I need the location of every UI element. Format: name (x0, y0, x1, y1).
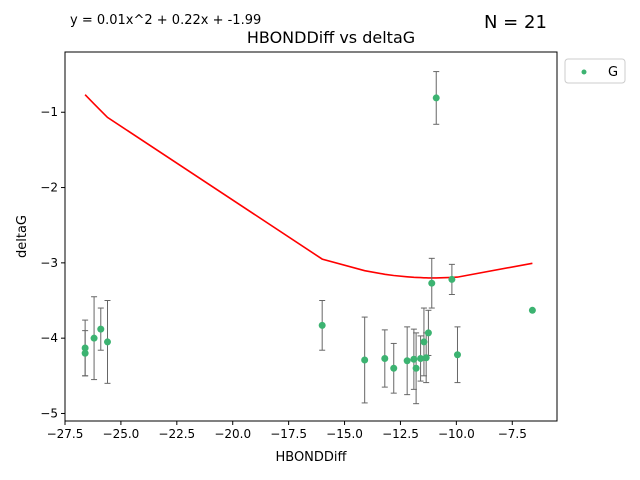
x-tick-label: −17.5 (270, 427, 307, 441)
data-point (528, 306, 536, 314)
legend: G (564, 58, 626, 84)
data-point (81, 349, 89, 357)
data-point (428, 279, 436, 287)
data-point (417, 354, 425, 362)
data-point (410, 355, 418, 363)
x-tick-label: −25.0 (103, 427, 140, 441)
legend-entry-label: G (608, 65, 618, 80)
data-point-layer (81, 94, 536, 372)
y-axis: −5 −4 −3 −2 −1 (40, 105, 65, 420)
x-tick-label: −12.5 (382, 427, 419, 441)
y-tick-label: −5 (40, 406, 58, 420)
sample-count-label: N = 21 (484, 12, 547, 33)
fit-line-layer (84, 94, 533, 279)
y-tick-label: −3 (40, 256, 58, 270)
data-point (318, 321, 326, 329)
data-point (424, 329, 432, 337)
data-point (103, 338, 111, 346)
x-tick-label: −22.5 (158, 427, 195, 441)
data-point (390, 364, 398, 372)
data-point (412, 364, 420, 372)
data-point (403, 357, 411, 365)
data-point (97, 325, 105, 333)
y-tick-label: −2 (40, 181, 58, 195)
fit-equation-label: y = 0.01x^2 + 0.22x + -1.99 (70, 13, 262, 28)
data-point (381, 354, 389, 362)
legend-marker (581, 69, 587, 75)
x-tick-label: −20.0 (214, 427, 251, 441)
legend-frame (564, 58, 626, 84)
fit-line (84, 94, 533, 279)
y-tick-label: −4 (40, 331, 58, 345)
x-tick-label: −10.0 (438, 427, 475, 441)
data-point (420, 338, 428, 346)
data-point (422, 354, 430, 362)
x-axis-label: HBONDDiff (275, 450, 347, 465)
y-axis-label: deltaG (15, 215, 30, 258)
y-tick-label: −1 (40, 105, 58, 119)
x-axis: −27.5 −25.0 −22.5 −20.0 −17.5 −15.0 −12.5 −10.0… (47, 421, 527, 441)
data-point (432, 94, 440, 102)
chart-title: HBONDDiff vs deltaG (246, 28, 416, 47)
data-point (448, 275, 456, 283)
data-point (361, 356, 369, 364)
data-point (90, 334, 98, 342)
x-tick-label: −15.0 (326, 427, 363, 441)
data-point (453, 351, 461, 359)
x-tick-label: −27.5 (47, 427, 84, 441)
data-point (81, 344, 89, 352)
error-bar-layer (82, 71, 461, 405)
x-tick-label: −7.5 (498, 427, 527, 441)
plot-frame (64, 51, 558, 422)
